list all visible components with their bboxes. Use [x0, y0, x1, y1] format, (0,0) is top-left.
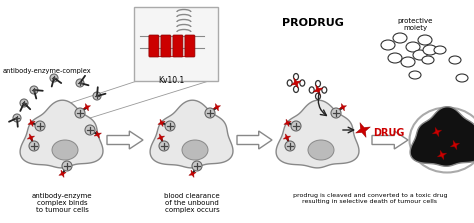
- Ellipse shape: [308, 140, 334, 160]
- Polygon shape: [20, 100, 103, 168]
- Polygon shape: [28, 119, 35, 127]
- Circle shape: [75, 108, 85, 118]
- Circle shape: [29, 141, 39, 151]
- Ellipse shape: [422, 56, 434, 64]
- Circle shape: [76, 79, 84, 87]
- Circle shape: [285, 141, 295, 151]
- Text: prodrug is cleaved and converted to a toxic drug
resulting in selective death of: prodrug is cleaved and converted to a to…: [293, 193, 447, 204]
- Ellipse shape: [182, 140, 208, 160]
- Text: PRODRUG: PRODRUG: [282, 18, 344, 28]
- Circle shape: [30, 86, 38, 94]
- Polygon shape: [283, 134, 291, 141]
- Text: antibody-enzyme
complex binds
to tumour cells: antibody-enzyme complex binds to tumour …: [32, 193, 92, 213]
- FancyBboxPatch shape: [185, 35, 195, 57]
- Polygon shape: [432, 127, 442, 137]
- Ellipse shape: [401, 57, 415, 67]
- Ellipse shape: [309, 87, 314, 93]
- Polygon shape: [59, 170, 66, 178]
- Circle shape: [62, 161, 72, 171]
- Polygon shape: [27, 134, 35, 141]
- Text: Kv10.1: Kv10.1: [158, 76, 184, 85]
- Text: protective
moiety: protective moiety: [397, 18, 433, 31]
- Circle shape: [85, 125, 95, 135]
- Polygon shape: [189, 170, 196, 178]
- Ellipse shape: [393, 33, 407, 43]
- Ellipse shape: [418, 35, 432, 45]
- Text: DRUG: DRUG: [373, 128, 404, 138]
- Ellipse shape: [322, 87, 327, 93]
- Ellipse shape: [434, 46, 446, 54]
- Text: antibody-enzyme-complex: antibody-enzyme-complex: [3, 68, 91, 74]
- Polygon shape: [356, 123, 370, 137]
- Ellipse shape: [293, 86, 299, 93]
- Polygon shape: [150, 100, 233, 168]
- FancyBboxPatch shape: [134, 7, 218, 81]
- FancyBboxPatch shape: [149, 35, 159, 57]
- Circle shape: [205, 108, 215, 118]
- Polygon shape: [157, 134, 164, 141]
- Polygon shape: [410, 107, 474, 166]
- Polygon shape: [158, 119, 165, 127]
- Text: blood clearance
of the unbound
complex occurs: blood clearance of the unbound complex o…: [164, 193, 220, 213]
- FancyArrow shape: [107, 131, 143, 149]
- Polygon shape: [450, 140, 460, 150]
- Circle shape: [192, 161, 202, 171]
- Circle shape: [291, 121, 301, 131]
- Polygon shape: [438, 150, 447, 160]
- Ellipse shape: [316, 93, 320, 99]
- Ellipse shape: [316, 81, 320, 87]
- Circle shape: [20, 99, 28, 107]
- Polygon shape: [94, 131, 101, 138]
- Ellipse shape: [293, 74, 299, 80]
- Polygon shape: [313, 85, 323, 95]
- Ellipse shape: [287, 80, 292, 86]
- FancyBboxPatch shape: [173, 35, 183, 57]
- Polygon shape: [213, 103, 220, 111]
- Polygon shape: [339, 103, 346, 111]
- Polygon shape: [284, 119, 291, 127]
- Ellipse shape: [52, 140, 78, 160]
- Circle shape: [13, 114, 21, 122]
- FancyArrow shape: [237, 131, 272, 149]
- Ellipse shape: [409, 71, 421, 79]
- Circle shape: [331, 108, 341, 118]
- Ellipse shape: [449, 56, 461, 64]
- Polygon shape: [276, 100, 359, 168]
- Ellipse shape: [300, 80, 305, 86]
- Ellipse shape: [423, 45, 437, 55]
- Circle shape: [159, 141, 169, 151]
- FancyBboxPatch shape: [161, 35, 171, 57]
- Circle shape: [50, 74, 58, 82]
- Ellipse shape: [456, 74, 468, 82]
- Ellipse shape: [388, 53, 402, 63]
- Polygon shape: [291, 78, 301, 88]
- Polygon shape: [83, 103, 91, 111]
- Circle shape: [35, 121, 45, 131]
- Ellipse shape: [413, 50, 427, 60]
- Circle shape: [93, 92, 101, 100]
- Ellipse shape: [406, 42, 420, 52]
- Circle shape: [165, 121, 175, 131]
- FancyArrow shape: [372, 131, 408, 149]
- Ellipse shape: [381, 40, 395, 50]
